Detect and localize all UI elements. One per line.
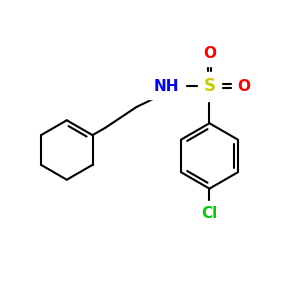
Text: NH: NH bbox=[154, 79, 179, 94]
Text: O: O bbox=[237, 79, 250, 94]
Text: S: S bbox=[203, 77, 215, 95]
Text: O: O bbox=[203, 46, 216, 61]
Text: Cl: Cl bbox=[201, 206, 218, 221]
